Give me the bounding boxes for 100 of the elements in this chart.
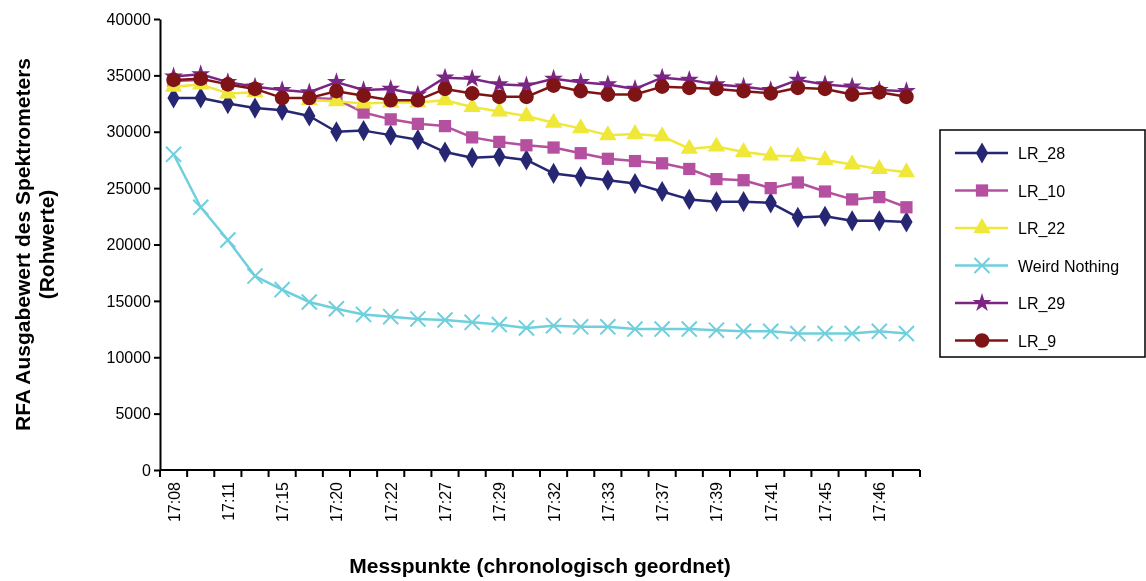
point [707,321,725,339]
point [300,293,318,311]
point [165,145,183,163]
x-tick-label: 17:33 [599,481,617,523]
x-tick-label: 17:39 [708,481,726,523]
point [846,193,859,206]
point [273,281,291,299]
point [490,101,508,117]
point [680,320,698,338]
point [817,81,833,97]
y-axis-title: RFA Ausgabewert des Spektrometers (Rohwerte) [11,57,58,432]
y-tick-label: 15000 [106,292,152,310]
point [790,80,806,96]
point [327,300,345,318]
point [437,81,453,97]
y-tick-label: 20000 [106,236,152,254]
point [220,77,236,92]
point [490,316,508,334]
point [355,305,373,323]
point [520,139,533,152]
y-tick-label: 5000 [115,405,152,423]
point [735,322,753,340]
x-tick-label: 17:27 [437,481,454,523]
point [683,162,696,176]
y-tick-label: 30000 [106,123,152,141]
x-tick-label: 17:22 [382,481,400,523]
point [626,320,644,338]
point [900,201,913,214]
point [274,90,290,106]
point [736,83,751,99]
point [789,325,807,343]
x-tick-label: 17:11 [219,481,237,521]
point [899,89,914,105]
point [627,87,643,102]
point [844,87,860,102]
x-tick-label: 17:37 [654,481,672,523]
x-tick-label: 17:20 [328,481,346,523]
point [519,89,534,105]
point [572,318,590,336]
point [329,83,344,99]
legend-label: LR_9 [1018,332,1057,351]
legend-label: LR_28 [1018,145,1066,163]
x-tick-label: 17:15 [274,481,292,523]
point [599,125,617,141]
point [654,79,670,94]
point [572,118,590,134]
point [870,322,888,340]
point [574,147,587,160]
x-tick-label: 17:46 [871,481,889,523]
legend-label: LR_29 [1018,295,1066,313]
point [653,320,671,338]
y-tick-label: 0 [142,461,152,479]
point [192,198,210,216]
x-tick-label: 17:08 [165,481,183,523]
point [573,83,589,99]
x-tick-label: 17:29 [491,481,509,523]
point [599,318,617,336]
point [681,80,697,96]
point [873,191,886,204]
point [871,84,887,100]
legend-label: Weird Nothing [1018,257,1120,275]
point [628,154,642,168]
point [547,141,560,154]
point [791,176,804,189]
point [491,89,507,105]
point [734,142,753,158]
point [219,231,237,249]
point [762,322,780,340]
point [436,311,454,329]
point [710,172,723,186]
point [463,313,481,331]
point [384,113,397,126]
point [626,124,644,140]
point [764,182,777,195]
x-tick-label: 17:45 [817,481,834,523]
point [411,117,424,130]
point [462,68,482,87]
point [600,87,616,102]
point [653,126,671,142]
point [409,310,427,328]
x-tick-label: 17:32 [545,481,563,523]
y-tick-label: 10000 [106,348,152,366]
y-tick-label: 35000 [106,67,152,84]
point [489,74,509,93]
point [737,174,750,187]
point [601,152,614,165]
point [656,157,669,170]
point [818,185,832,198]
y-tick-label: 25000 [106,179,152,197]
point [545,317,563,335]
x-tick-label: 17:41 [762,481,780,523]
point [356,88,371,104]
point [493,135,506,149]
point [709,81,724,97]
point [464,86,480,101]
point [897,325,915,343]
point [246,267,264,285]
point [517,319,535,337]
legend-label: LR_10 [1018,182,1066,201]
point [763,86,779,101]
